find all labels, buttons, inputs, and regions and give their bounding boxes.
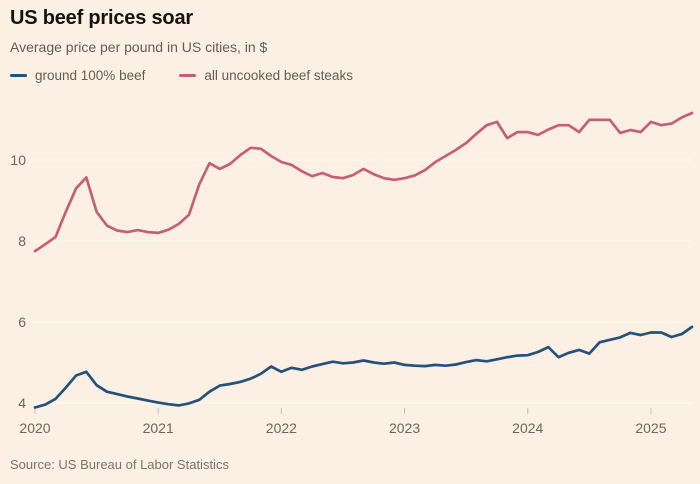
y-axis-label-6: 6: [18, 314, 26, 330]
y-axis-label-10: 10: [10, 152, 26, 168]
chart-title: US beef prices soar: [10, 7, 193, 29]
series-line-ground-beef: [33, 325, 694, 409]
x-axis-label-2023: 2023: [389, 420, 420, 436]
chart-legend: ground 100% beef all uncooked beef steak…: [10, 68, 353, 83]
x-axis-label-2020: 2020: [19, 420, 50, 436]
legend-label-ground-beef: ground 100% beef: [35, 68, 146, 83]
x-axis-label-2021: 2021: [143, 420, 174, 436]
legend-label-steaks: all uncooked beef steaks: [204, 68, 353, 83]
legend-swatch-steaks: [179, 74, 197, 77]
x-axis-label-2022: 2022: [266, 420, 297, 436]
x-axis-label-2024: 2024: [512, 420, 543, 436]
y-axis-label-4: 4: [18, 395, 26, 411]
legend-item-ground-beef: ground 100% beef: [10, 68, 145, 83]
series-line-steaks: [33, 111, 694, 253]
y-axis-label-8: 8: [18, 233, 26, 249]
legend-swatch-ground-beef: [10, 74, 27, 77]
source-note: Source: US Bureau of Labor Statistics: [10, 457, 229, 472]
x-axis-label-2025: 2025: [635, 420, 666, 436]
chart-subtitle: Average price per pound in US cities, in…: [10, 39, 268, 55]
legend-item-steaks: all uncooked beef steaks: [179, 68, 353, 83]
